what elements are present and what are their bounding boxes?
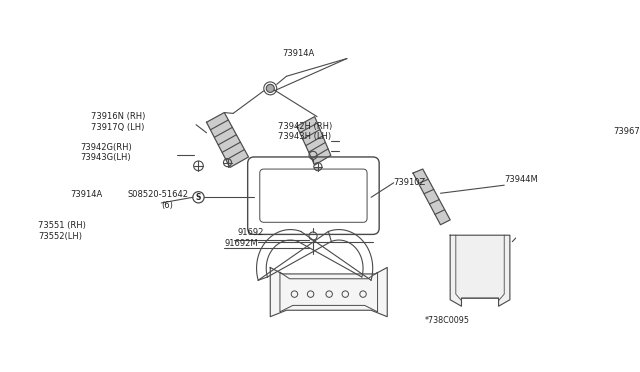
Text: 73942H (RH): 73942H (RH) bbox=[278, 122, 332, 131]
Text: S: S bbox=[196, 193, 201, 202]
Text: 73552(LH): 73552(LH) bbox=[38, 231, 82, 241]
Text: S08520-51642: S08520-51642 bbox=[127, 190, 188, 199]
Text: 73910Z: 73910Z bbox=[394, 178, 426, 187]
Text: 73916N (RH): 73916N (RH) bbox=[91, 112, 145, 121]
Text: 73551 (RH): 73551 (RH) bbox=[38, 221, 86, 230]
Text: 91692M: 91692M bbox=[224, 239, 258, 248]
Polygon shape bbox=[270, 267, 387, 317]
Circle shape bbox=[266, 84, 275, 92]
Text: 73914A: 73914A bbox=[282, 49, 315, 58]
Polygon shape bbox=[413, 169, 450, 225]
Text: 73942G(RH): 73942G(RH) bbox=[81, 143, 132, 152]
Text: 73943H (LH): 73943H (LH) bbox=[278, 132, 331, 141]
Text: (6): (6) bbox=[161, 201, 173, 210]
Text: 73967U: 73967U bbox=[613, 126, 640, 136]
Text: *738C0095: *738C0095 bbox=[424, 316, 469, 325]
Text: 73914A: 73914A bbox=[70, 190, 102, 199]
Polygon shape bbox=[450, 235, 510, 306]
Text: 73944M: 73944M bbox=[504, 175, 538, 184]
Polygon shape bbox=[207, 113, 248, 167]
Text: 73917Q (LH): 73917Q (LH) bbox=[91, 123, 145, 132]
Polygon shape bbox=[297, 116, 331, 165]
Text: 73943G(LH): 73943G(LH) bbox=[81, 153, 131, 162]
Text: 91692: 91692 bbox=[238, 228, 264, 237]
